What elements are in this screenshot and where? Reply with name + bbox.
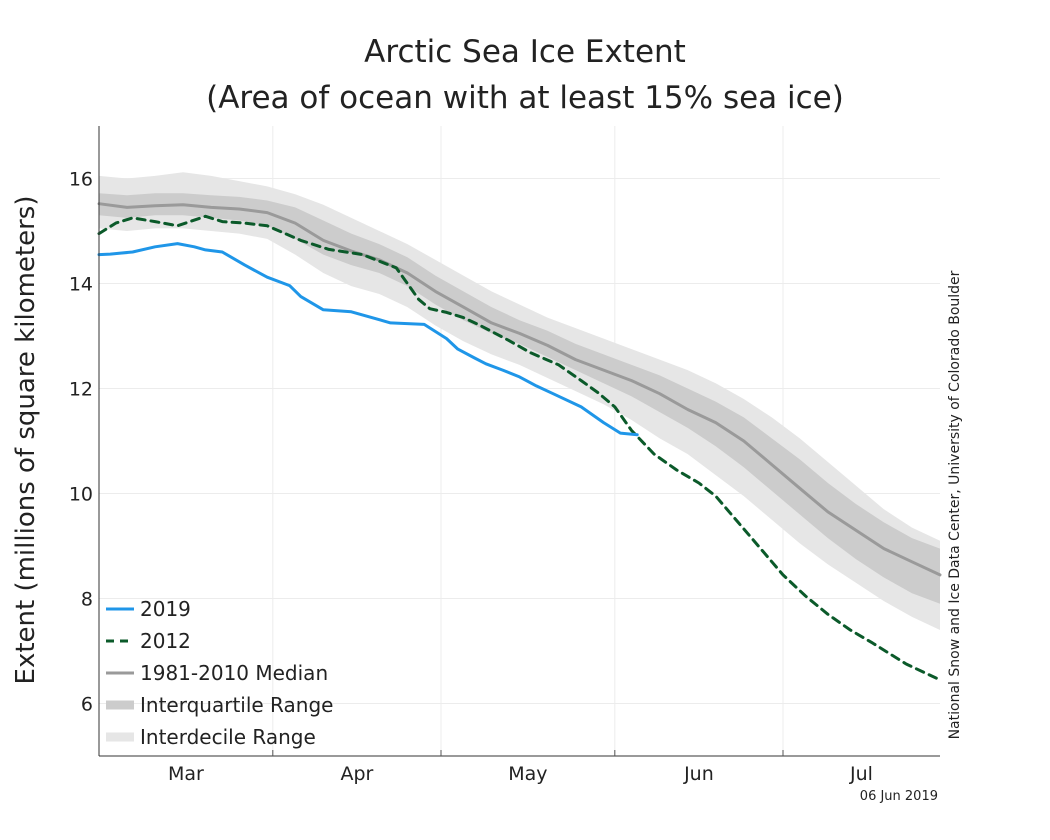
y-tick-label: 10 — [69, 484, 93, 506]
date-stamp: 06 Jun 2019 — [860, 789, 938, 804]
y-tick-label: 6 — [81, 694, 93, 716]
y-tick-label: 14 — [69, 274, 93, 296]
legend-label: 2012 — [140, 629, 191, 653]
legend-label: 2019 — [140, 597, 191, 621]
x-tick-label-jun: Jun — [683, 763, 714, 785]
legend-label: Interdecile Range — [140, 725, 316, 749]
range-bands — [99, 172, 940, 630]
chart-title: Arctic Sea Ice Extent — [364, 34, 686, 70]
y-tick-labels: 6 8 10 12 14 16 — [69, 169, 93, 716]
legend-label: Interquartile Range — [140, 693, 333, 717]
series-line-1981-2010-median — [97, 202, 942, 577]
credit-text: National Snow and Ice Data Center, Unive… — [947, 270, 963, 739]
legend: 2019 2012 1981-2010 Median Interquartile Ra… — [106, 597, 333, 749]
x-tick-labels: Mar Apr May Jun Jul — [168, 763, 873, 785]
series-line-2012 — [97, 214, 942, 682]
y-tick-label: 12 — [69, 379, 93, 401]
x-tick-label-apr: Apr — [340, 763, 373, 785]
series-line-2019 — [97, 242, 639, 437]
y-axis-label: Extent (millions of square kilometers) — [11, 196, 41, 685]
legend-label: 1981-2010 Median — [140, 661, 328, 685]
interdecile-range-band — [99, 172, 940, 630]
chart-subtitle: (Area of ocean with at least 15% sea ice… — [206, 80, 844, 116]
axes — [98, 126, 940, 757]
y-tick-label: 16 — [69, 169, 93, 191]
y-tick-label: 8 — [81, 589, 93, 611]
data-series — [97, 202, 942, 682]
x-tick-label-mar: Mar — [168, 763, 204, 785]
x-tick-label-jul: Jul — [849, 763, 873, 785]
x-tick-label-may: May — [508, 763, 547, 785]
